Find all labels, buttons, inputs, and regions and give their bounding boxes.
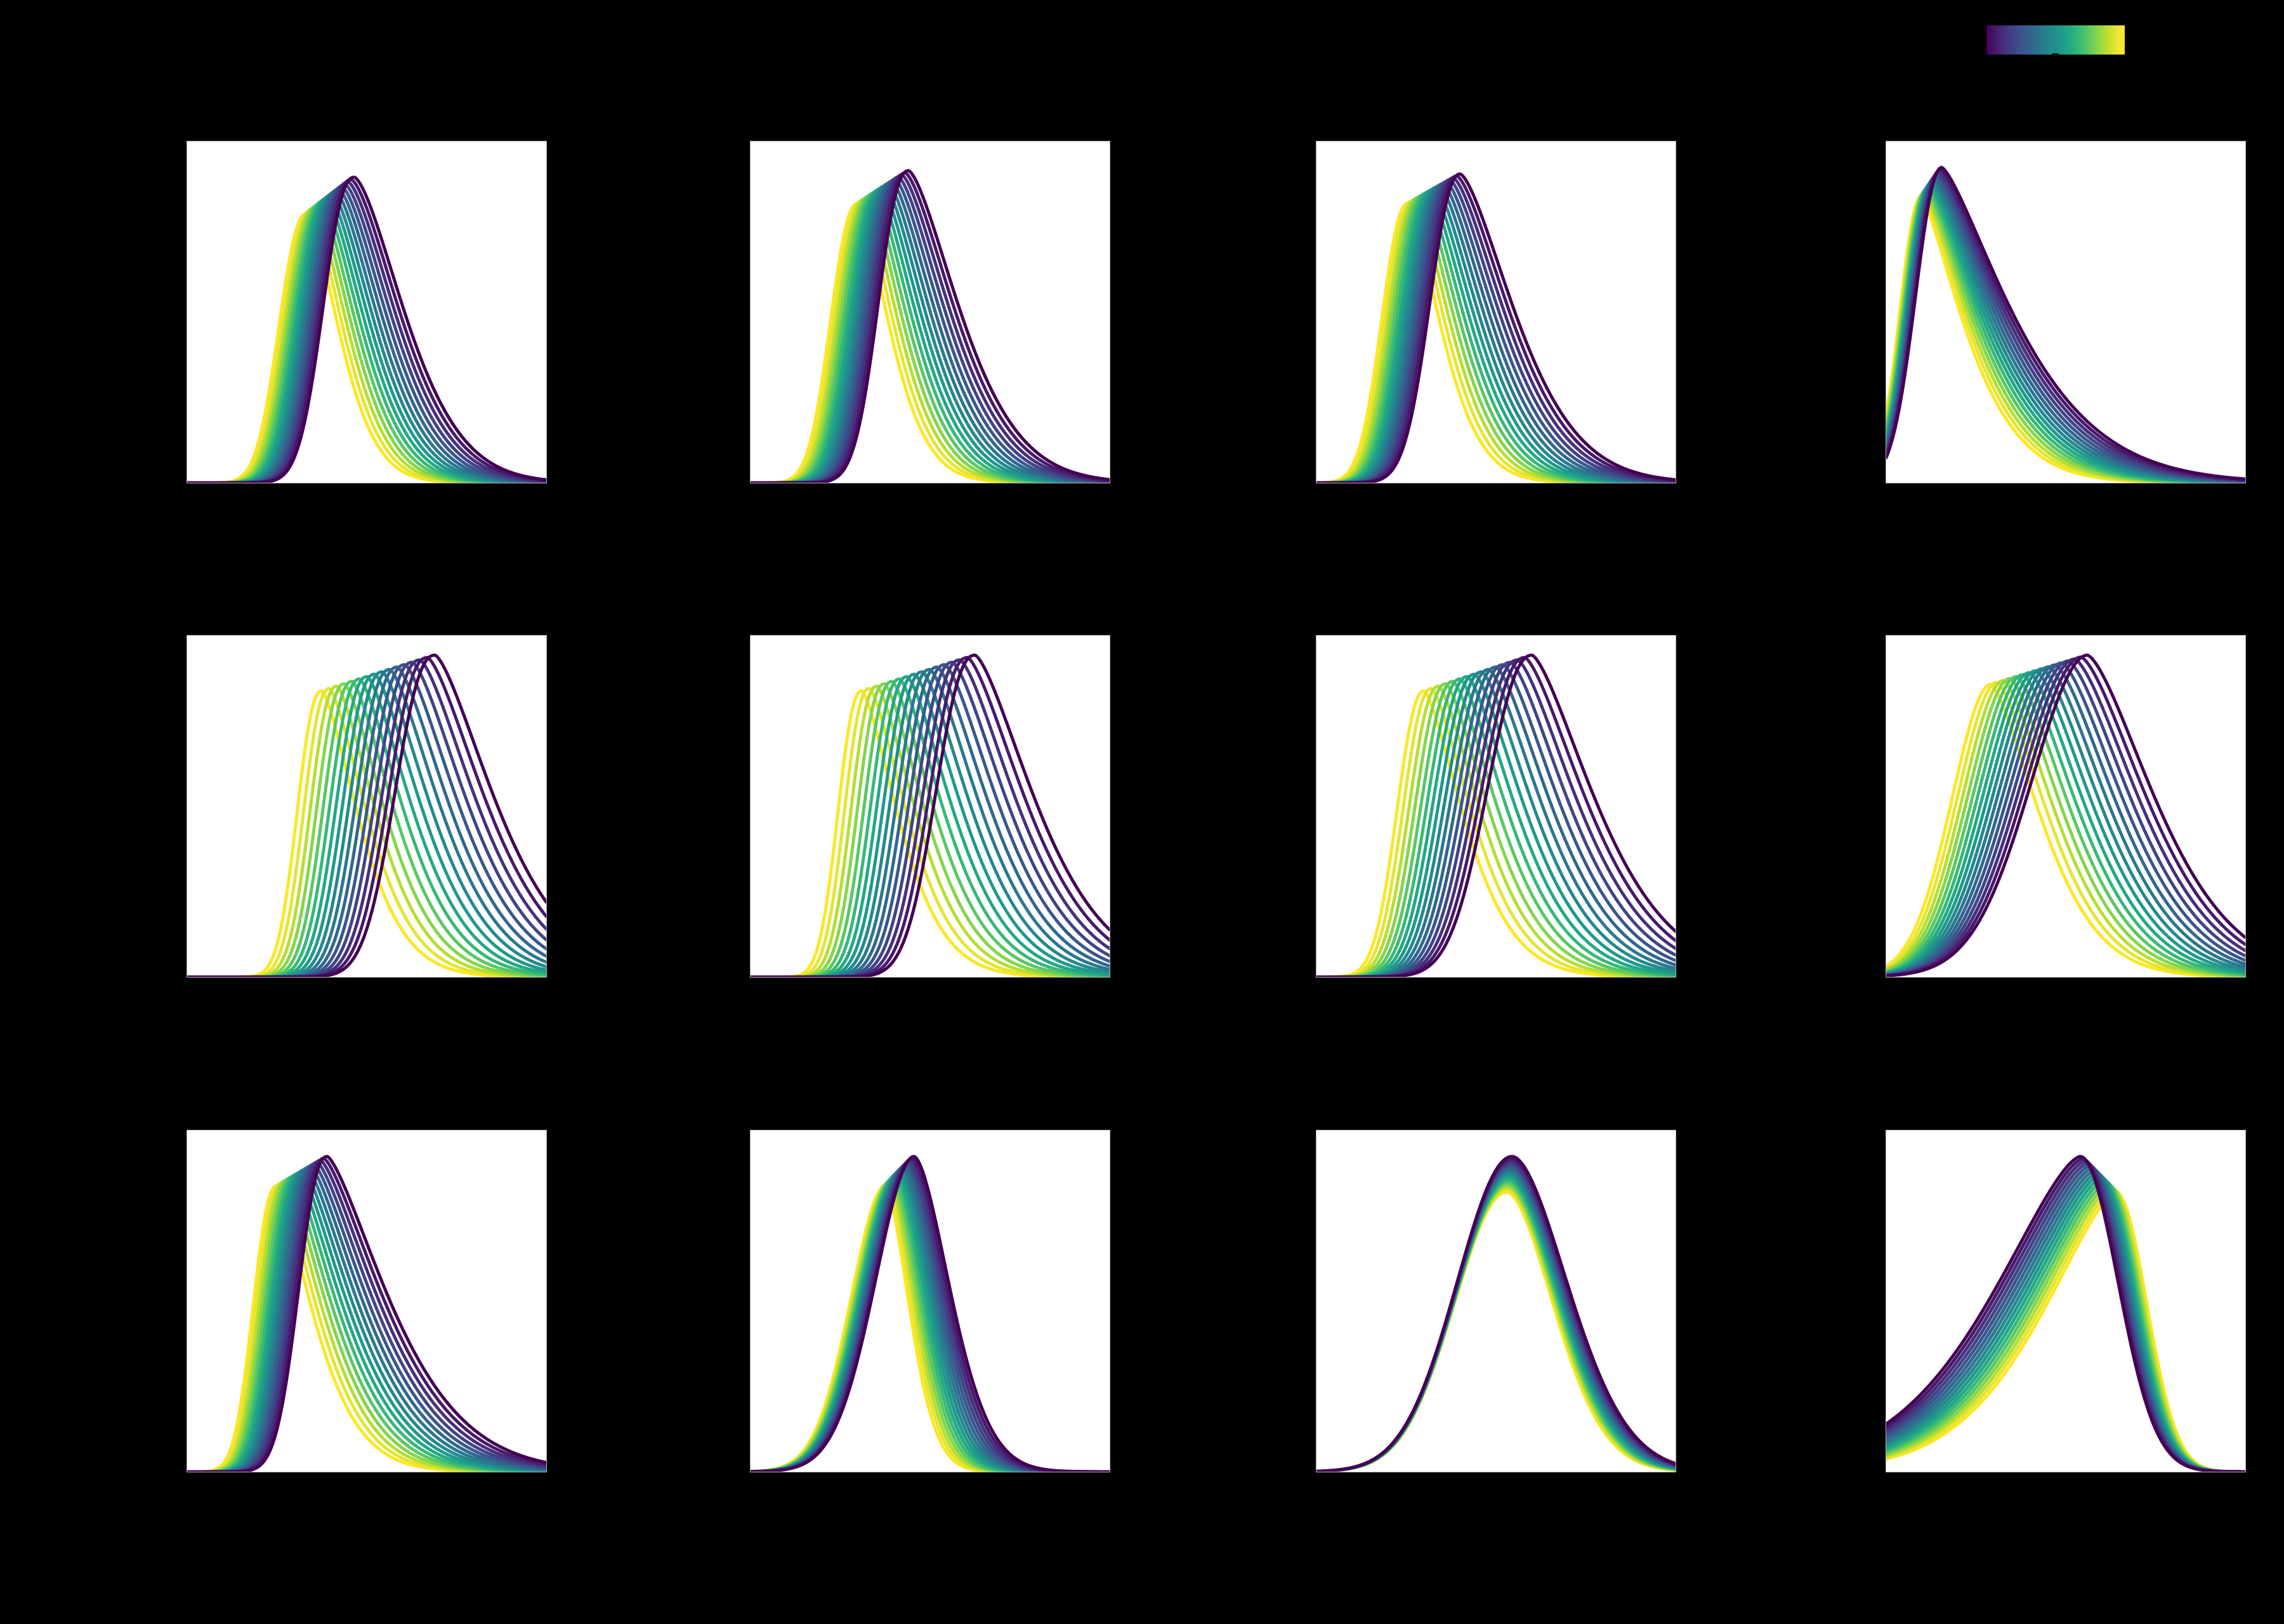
density-curve	[751, 660, 1110, 977]
subplot-panel-7[interactable]	[1316, 635, 1676, 978]
density-curve	[1316, 195, 1676, 483]
subplot-panel-9[interactable]	[187, 1130, 547, 1472]
density-curve	[1886, 673, 2245, 976]
density-curve	[187, 656, 546, 977]
colorbar-tick	[2052, 53, 2059, 56]
density-curve	[1316, 660, 1676, 977]
density-curve	[1886, 681, 2245, 977]
density-curves-7	[1316, 653, 1676, 977]
density-curves-3	[1316, 172, 1676, 483]
density-curve	[1886, 667, 2245, 976]
density-curve	[1316, 182, 1676, 483]
density-curve	[1316, 682, 1676, 977]
density-curve	[1886, 655, 2245, 977]
density-curve	[187, 1169, 546, 1472]
density-curves-1	[187, 175, 546, 483]
density-curve	[187, 653, 546, 977]
density-curve	[751, 1155, 1110, 1472]
density-curves-5	[187, 653, 546, 977]
subplot-panel-11[interactable]	[1316, 1130, 1676, 1472]
density-curve	[1316, 684, 1676, 977]
density-curve	[1886, 671, 2245, 975]
density-curves-9	[187, 1155, 546, 1472]
density-curve	[751, 195, 1110, 483]
density-curves-10	[751, 1155, 1110, 1472]
density-curve	[1316, 1160, 1676, 1472]
colorbar-gradient	[1986, 25, 2125, 55]
density-curve	[1316, 653, 1676, 977]
density-curve	[187, 667, 546, 977]
density-curve	[751, 653, 1110, 977]
density-curve	[187, 1170, 546, 1472]
subplot-panel-3[interactable]	[1316, 141, 1676, 483]
density-curve	[1316, 1155, 1676, 1472]
subplot-panel-10[interactable]	[750, 1130, 1110, 1472]
density-curve	[1886, 675, 2245, 977]
density-curves-11	[1316, 1155, 1676, 1472]
density-curve	[1316, 180, 1676, 483]
density-curve	[1886, 166, 2245, 481]
density-curve	[1886, 193, 2245, 483]
density-curve	[187, 665, 546, 977]
subplot-panel-4[interactable]	[1886, 141, 2246, 483]
subplot-panel-1[interactable]	[187, 141, 547, 483]
density-curve	[187, 670, 546, 977]
density-curve	[751, 658, 1110, 977]
colorbar-legend[interactable]	[1986, 25, 2125, 55]
density-curve	[1886, 659, 2245, 977]
density-curve	[1886, 665, 2245, 976]
density-curve	[187, 1155, 546, 1472]
density-curve	[1886, 1155, 2245, 1472]
density-curve	[187, 672, 546, 977]
density-curve	[187, 658, 546, 977]
density-curve	[1316, 679, 1676, 977]
density-curve	[1886, 669, 2245, 976]
density-curve	[1886, 679, 2245, 977]
subplot-panel-6[interactable]	[750, 635, 1110, 978]
density-curve	[187, 663, 546, 977]
density-curves-6	[751, 653, 1110, 977]
subplot-panel-8[interactable]	[1886, 635, 2246, 978]
density-curve	[751, 193, 1110, 483]
density-curve	[751, 656, 1110, 977]
density-curve	[1316, 658, 1676, 977]
density-curves-12	[1886, 1155, 2245, 1472]
subplot-panel-5[interactable]	[187, 635, 547, 978]
subplot-panel-12[interactable]	[1886, 1130, 2246, 1472]
density-curves-2	[751, 169, 1110, 483]
density-curve	[187, 660, 546, 977]
density-curve	[187, 1166, 546, 1472]
density-curves-4	[1886, 166, 2245, 483]
density-curve	[1886, 657, 2245, 977]
density-curve	[187, 675, 546, 977]
density-curves-8	[1886, 653, 2245, 977]
density-curve	[187, 677, 546, 977]
density-curve	[1886, 677, 2245, 977]
density-curve	[1886, 653, 2245, 977]
subplot-panel-2[interactable]	[750, 141, 1110, 483]
density-curve	[187, 194, 546, 483]
density-curve	[751, 663, 1110, 977]
density-curve	[751, 169, 1110, 483]
density-curve	[1316, 172, 1676, 483]
density-curve	[187, 175, 546, 483]
density-curve	[1316, 656, 1676, 977]
